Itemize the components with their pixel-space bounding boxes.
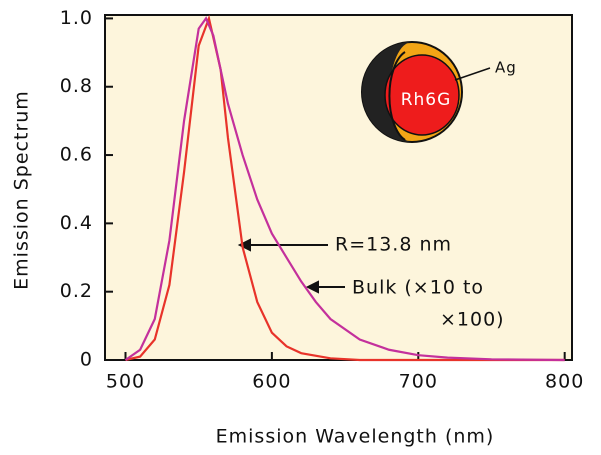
x-tick-label: 500: [106, 371, 145, 393]
y-tick-label: 0: [80, 349, 93, 371]
inset: [361, 41, 491, 143]
y-axis-label: Emission Spectrum: [11, 90, 33, 290]
inset-label: Ag: [495, 59, 517, 77]
y-tick-label: 0.6: [60, 144, 93, 166]
y-tick-label: 1.0: [60, 7, 93, 29]
x-tick-label: 600: [252, 371, 291, 393]
arrows: [237, 238, 345, 294]
inset-label: Rh6G: [401, 90, 452, 110]
annotation: R=13.8 nm: [335, 234, 452, 256]
y-tick-label: 0.8: [60, 75, 93, 97]
y-tick-label: 0.2: [60, 280, 93, 302]
annotation: Bulk (×10 to: [352, 277, 484, 299]
x-tick-label: 700: [399, 371, 438, 393]
y-tick-label: 0.4: [60, 212, 93, 234]
series-line: [125, 14, 565, 362]
x-tick-label: 800: [545, 371, 584, 393]
series-line: [124, 16, 565, 362]
annotation: ×100): [440, 309, 505, 331]
x-axis-label: Emission Wavelength (nm): [216, 426, 495, 448]
